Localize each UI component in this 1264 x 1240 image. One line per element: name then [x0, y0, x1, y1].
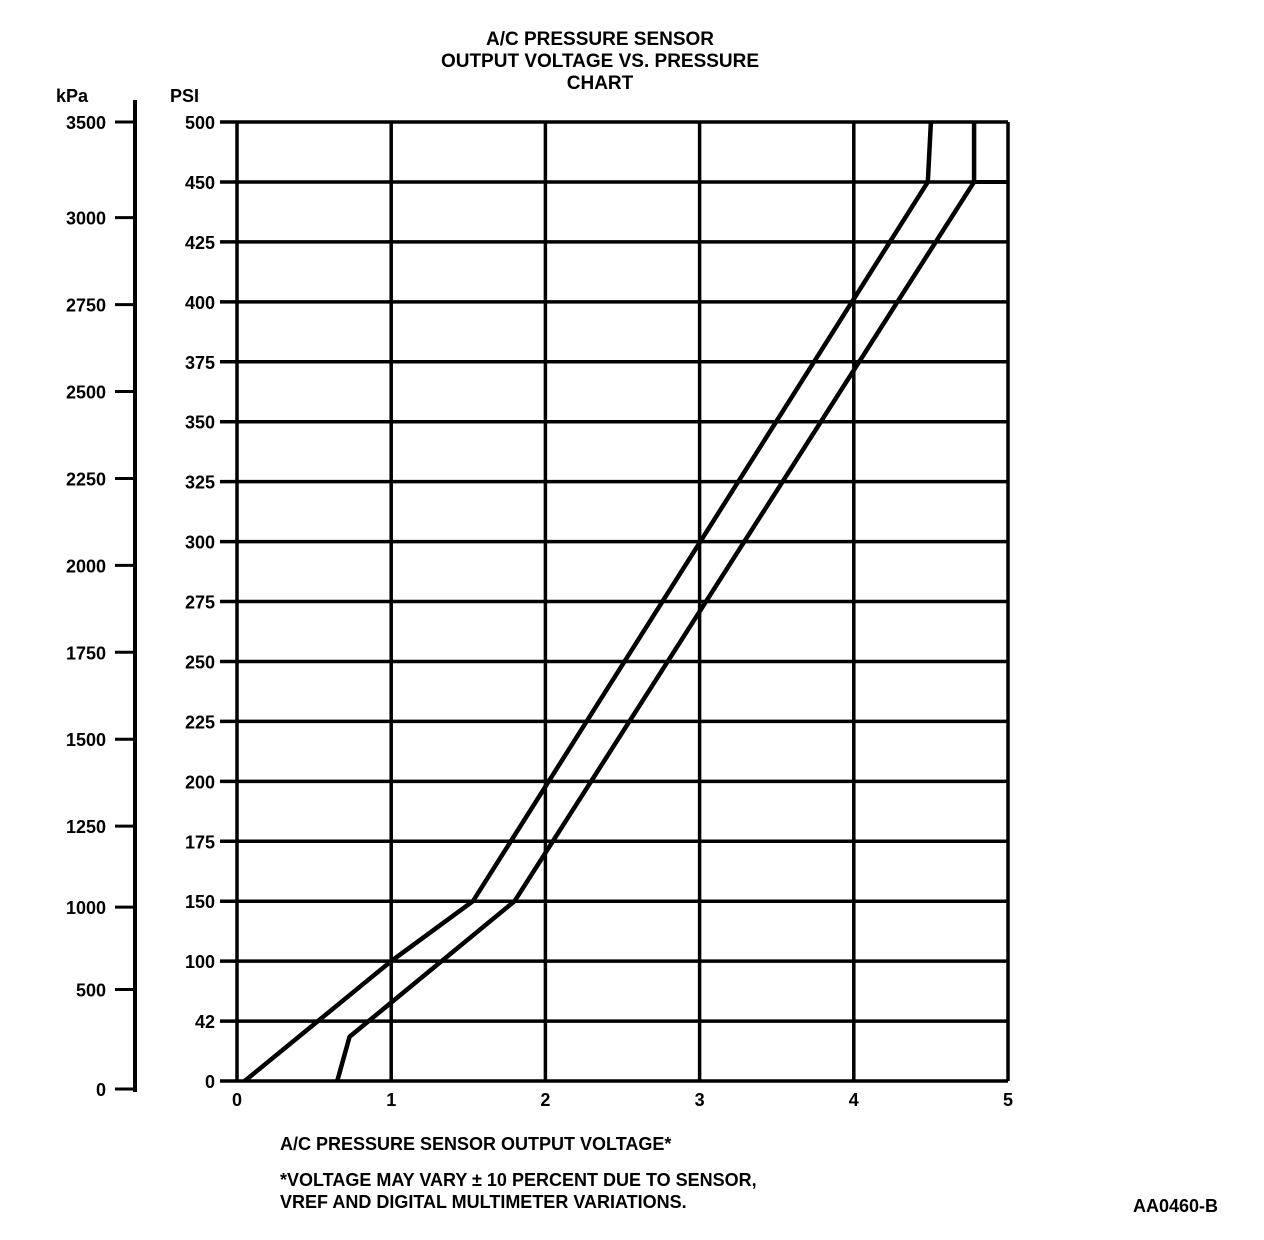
kpa-tick-label: 1000: [66, 898, 106, 918]
kpa-tick-label: 1250: [66, 817, 106, 837]
psi-tick-label: 325: [185, 473, 215, 493]
kpa-axis-label: kPa: [56, 86, 89, 106]
psi-tick-label: 100: [185, 952, 215, 972]
x-tick-label: 1: [386, 1090, 396, 1110]
kpa-tick-label: 2250: [66, 469, 106, 489]
kpa-tick-label: 0: [96, 1080, 106, 1100]
kpa-tick-label: 2000: [66, 556, 106, 576]
psi-tick-label: 225: [185, 712, 215, 732]
x-tick-label: 0: [232, 1090, 242, 1110]
psi-tick-label: 500: [185, 113, 215, 133]
footnote-line-1: *VOLTAGE MAY VARY ± 10 PERCENT DUE TO SE…: [280, 1170, 757, 1190]
psi-tick-label: 450: [185, 173, 215, 193]
psi-tick-label: 400: [185, 293, 215, 313]
psi-tick-label: 0: [205, 1072, 215, 1092]
psi-tick-label: 350: [185, 413, 215, 433]
kpa-tick-label: 2750: [66, 296, 106, 316]
psi-tick-label: 150: [185, 892, 215, 912]
x-axis-label: A/C PRESSURE SENSOR OUTPUT VOLTAGE*: [280, 1134, 671, 1154]
figure-id: AA0460-B: [1133, 1196, 1218, 1216]
psi-tick-label: 42: [195, 1012, 215, 1032]
kpa-tick-label: 2500: [66, 383, 106, 403]
psi-tick-label: 425: [185, 233, 215, 253]
psi-tick-label: 300: [185, 533, 215, 553]
x-tick-label: 4: [849, 1090, 859, 1110]
band-boundary-lower: [335, 122, 977, 1082]
x-tick-label: 5: [1003, 1090, 1013, 1110]
psi-tick-label: 250: [185, 652, 215, 672]
psi-tick-label: 275: [185, 593, 215, 613]
title-line-2: OUTPUT VOLTAGE VS. PRESSURE: [441, 51, 759, 72]
psi-tick-label: 175: [185, 832, 215, 852]
psi-tick-label: 200: [185, 772, 215, 792]
chart-title: A/C PRESSURE SENSOR OUTPUT VOLTAGE VS. P…: [441, 29, 759, 94]
kpa-tick-label: 1750: [66, 643, 106, 663]
psi-axis-label: PSI: [170, 86, 199, 106]
band-boundary-upper: [243, 121, 934, 1083]
title-line-3: CHART: [567, 73, 634, 94]
footnote-line-2: VREF AND DIGITAL MULTIMETER VARIATIONS.: [280, 1192, 687, 1212]
psi-tick-label: 375: [185, 353, 215, 373]
kpa-tick-label: 3500: [66, 113, 106, 133]
kpa-tick-label: 1500: [66, 730, 106, 750]
x-tick-label: 2: [540, 1090, 550, 1110]
title-line-1: A/C PRESSURE SENSOR: [486, 29, 714, 50]
x-tick-label: 3: [695, 1090, 705, 1110]
kpa-tick-label: 500: [76, 981, 106, 1001]
kpa-tick-label: 3000: [66, 209, 106, 229]
